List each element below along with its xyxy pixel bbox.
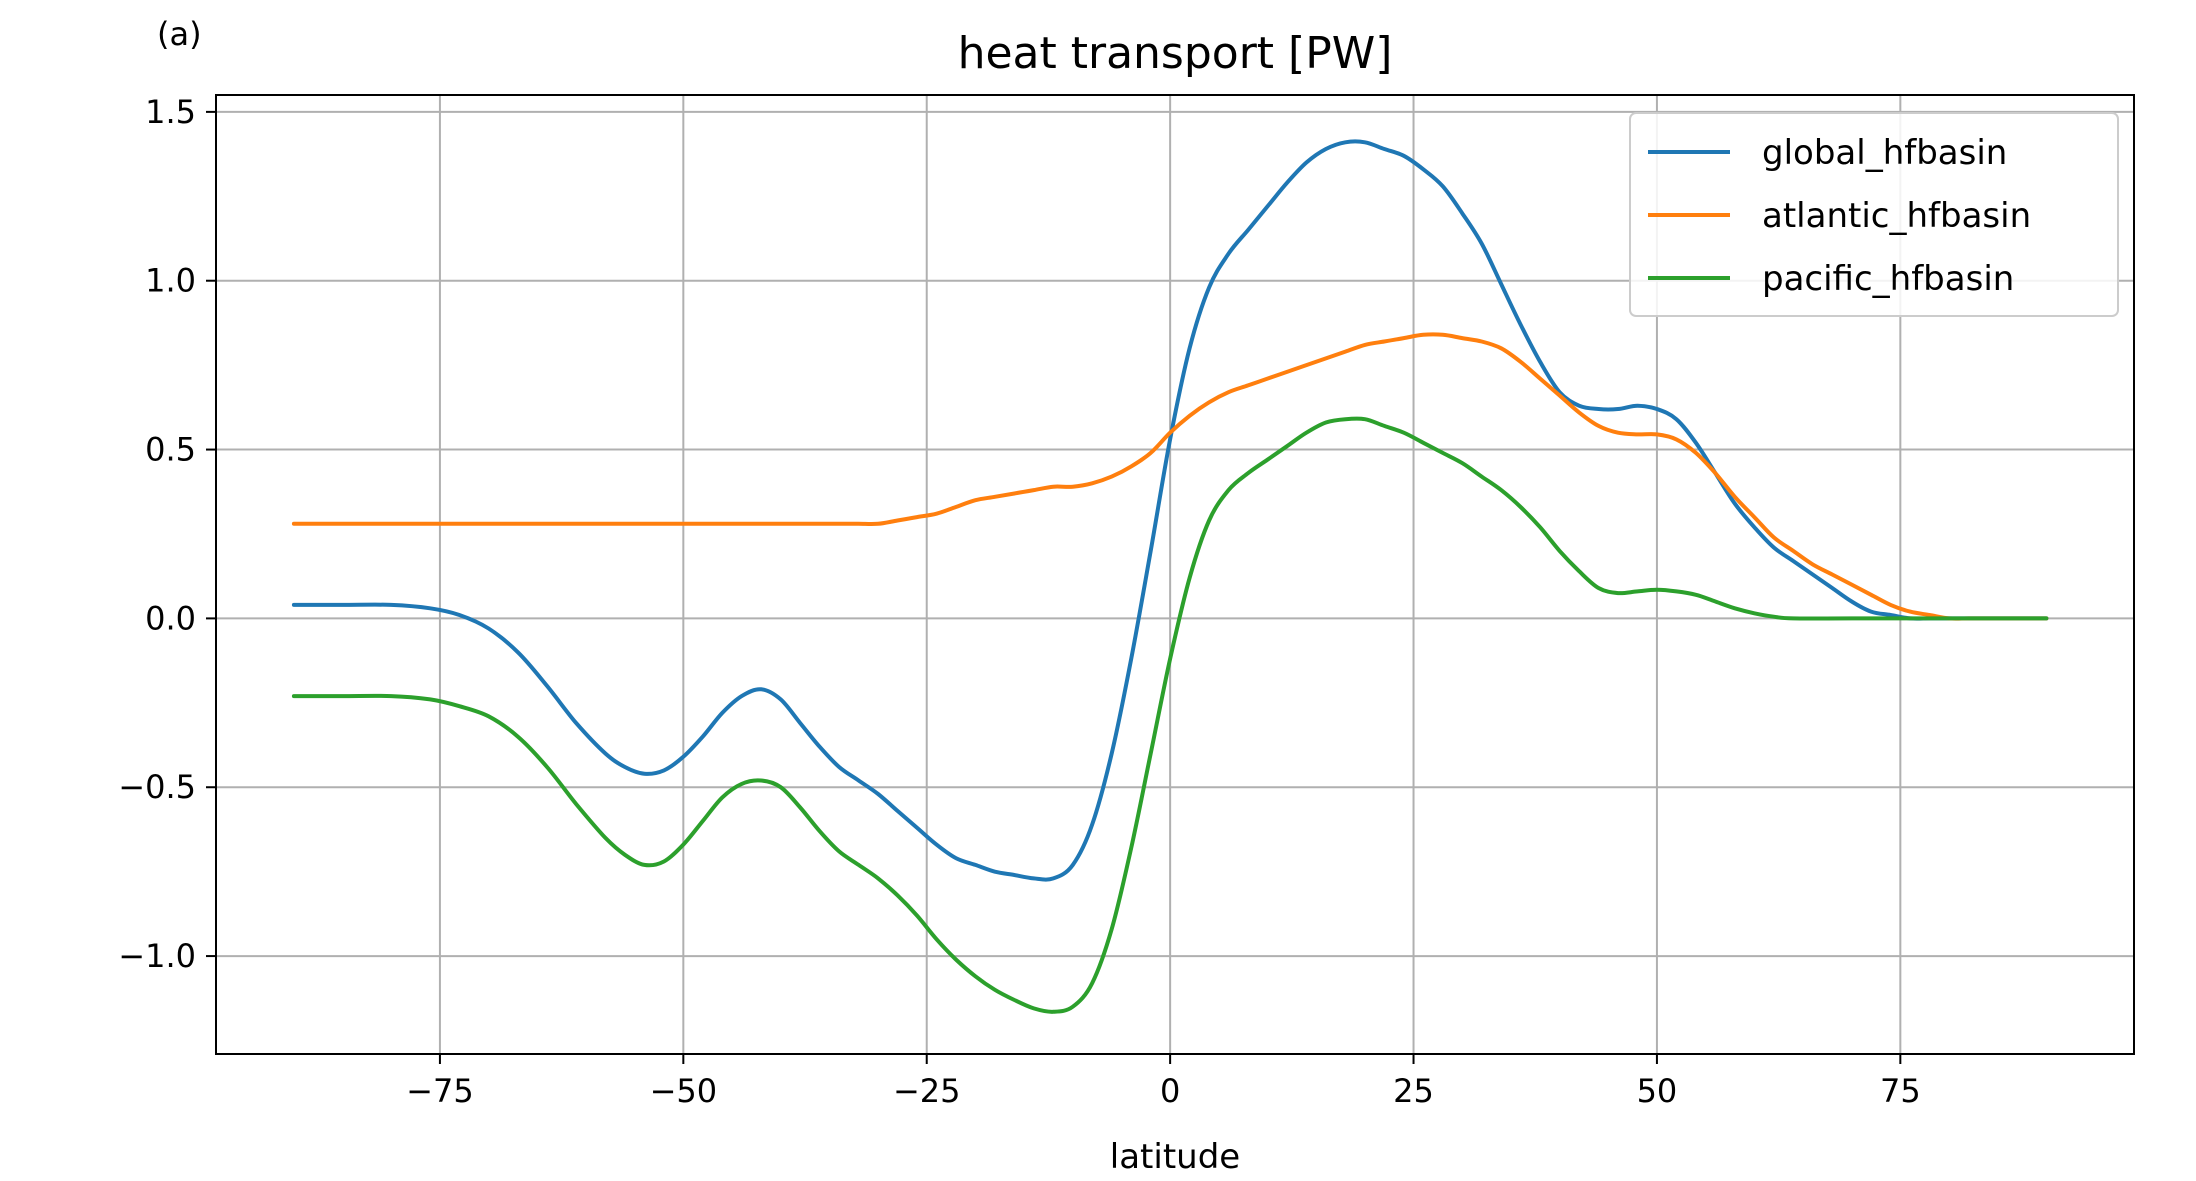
- y-tick-label: 1.5: [145, 93, 196, 131]
- y-tick-label: −0.5: [118, 768, 196, 806]
- chart-title: heat transport [PW]: [958, 28, 1393, 79]
- x-tick-label: −25: [893, 1072, 961, 1110]
- legend-label: global_hfbasin: [1762, 133, 2007, 173]
- x-tick-label: 50: [1637, 1072, 1678, 1110]
- legend-box: [1629, 112, 2119, 317]
- panel-label: (a): [157, 15, 202, 53]
- series-line-atlantic-hfbasin: [291, 332, 2049, 621]
- legend-label: pacific_hfbasin: [1762, 259, 2014, 299]
- plot-frame: [215, 94, 2135, 1055]
- x-tick-label: 25: [1393, 1072, 1434, 1110]
- x-tick-label: −75: [406, 1072, 474, 1110]
- x-axis-label: latitude: [1110, 1137, 1240, 1177]
- ticks: −75 −50 −25 0 25 50 75 −1.0 −0.5 0.0 0.5 1.0 1.5: [118, 93, 1920, 1110]
- series-line-global-hfbasin: [291, 139, 2049, 882]
- y-tick-label: −1.0: [118, 937, 196, 975]
- legend: global_hfbasin atlantic_hfbasin pacific_hf…: [1629, 112, 2119, 317]
- legend-label: atlantic_hfbasin: [1762, 196, 2031, 236]
- x-tick-label: −50: [650, 1072, 718, 1110]
- series-group: [291, 139, 2049, 1014]
- x-tick-label: 0: [1160, 1072, 1180, 1110]
- x-tick-label: 75: [1880, 1072, 1921, 1110]
- series-line-pacific-hfbasin: [291, 416, 2049, 1014]
- y-tick-label: 0.5: [145, 431, 196, 469]
- y-tick-label: 0.0: [145, 599, 196, 637]
- y-tick-label: 1.0: [145, 262, 196, 300]
